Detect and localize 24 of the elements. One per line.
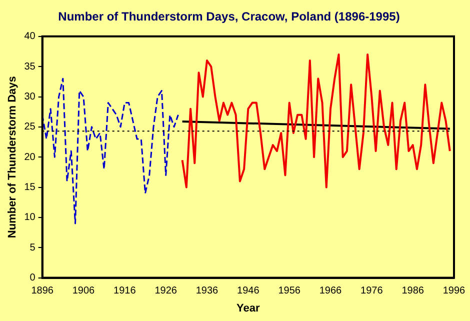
x-tick-label: 1946	[237, 286, 260, 297]
x-tick-label: 1966	[319, 286, 342, 297]
y-tick-label: 5	[30, 242, 36, 254]
x-tick-label: 1996	[442, 286, 466, 297]
x-tick-label: 1926	[154, 286, 178, 297]
y-tick-label: 10	[24, 212, 36, 224]
line-series	[42, 78, 179, 224]
y-tick-label: 20	[24, 152, 36, 163]
y-tick-label: 25	[24, 122, 36, 133]
x-tick-label: 1896	[31, 286, 54, 297]
y-tick-label: 35	[24, 61, 36, 72]
x-tick-label: 1976	[360, 286, 384, 297]
x-axis-title: Year	[236, 302, 260, 314]
y-tick-label: 0	[30, 272, 36, 284]
y-tick-label: 15	[24, 182, 36, 194]
y-tick-label: 30	[24, 92, 36, 102]
x-tick-label: 1936	[196, 286, 219, 297]
x-tick-label: 1986	[402, 286, 424, 297]
x-tick-label: 1906	[72, 286, 96, 297]
y-axis-title: Number of Thunderstorm Days	[6, 76, 19, 238]
x-tick-label: 1956	[278, 286, 301, 297]
chart-title: Number of Thunderstorm Days, Cracow, Poland (1896-1995)	[58, 10, 400, 24]
y-tick-label: 40	[24, 31, 36, 42]
x-tick-label: 1916	[114, 286, 136, 297]
